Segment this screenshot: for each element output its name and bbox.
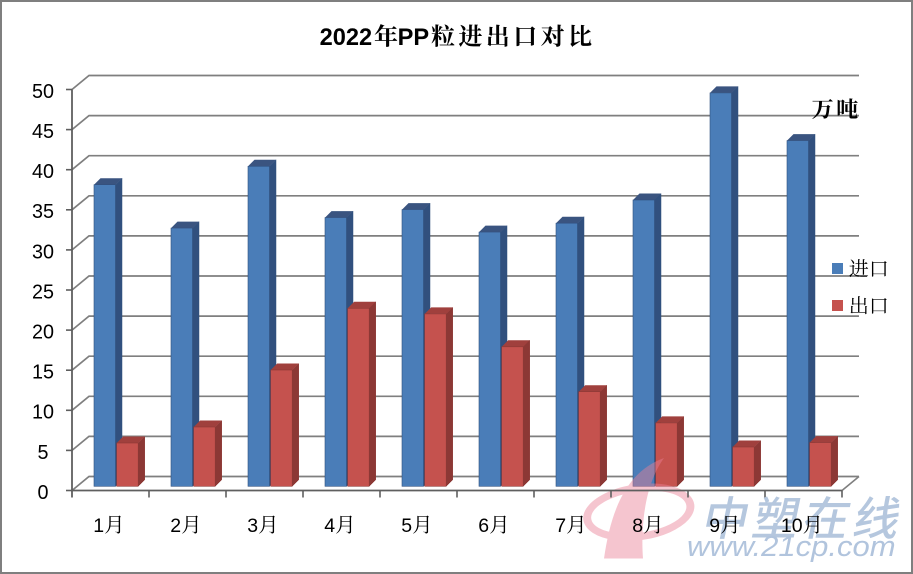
svg-text:6: 6: [478, 515, 489, 537]
svg-text:8: 8: [632, 515, 643, 537]
svg-text:0: 0: [38, 482, 49, 504]
svg-text:5: 5: [401, 515, 412, 537]
svg-text:40: 40: [32, 161, 54, 183]
svg-text:35: 35: [32, 201, 54, 223]
svg-text:3: 3: [247, 515, 258, 537]
svg-text:PP: PP: [398, 25, 429, 51]
svg-text:50: 50: [32, 81, 54, 103]
svg-text:25: 25: [32, 281, 54, 303]
svg-text:www.21cp.com: www.21cp.com: [687, 531, 896, 563]
svg-text:9: 9: [709, 515, 720, 537]
svg-text:5: 5: [38, 442, 49, 464]
svg-text:7: 7: [555, 515, 566, 537]
svg-text:30: 30: [32, 241, 54, 263]
svg-text:4: 4: [324, 515, 335, 537]
svg-text:2022: 2022: [320, 25, 373, 51]
svg-text:15: 15: [32, 362, 54, 384]
svg-text:45: 45: [32, 121, 54, 143]
svg-text:1: 1: [93, 515, 104, 537]
svg-text:10: 10: [32, 402, 54, 424]
svg-text:2: 2: [170, 515, 181, 537]
svg-text:10: 10: [781, 515, 803, 537]
svg-text:20: 20: [32, 322, 54, 344]
